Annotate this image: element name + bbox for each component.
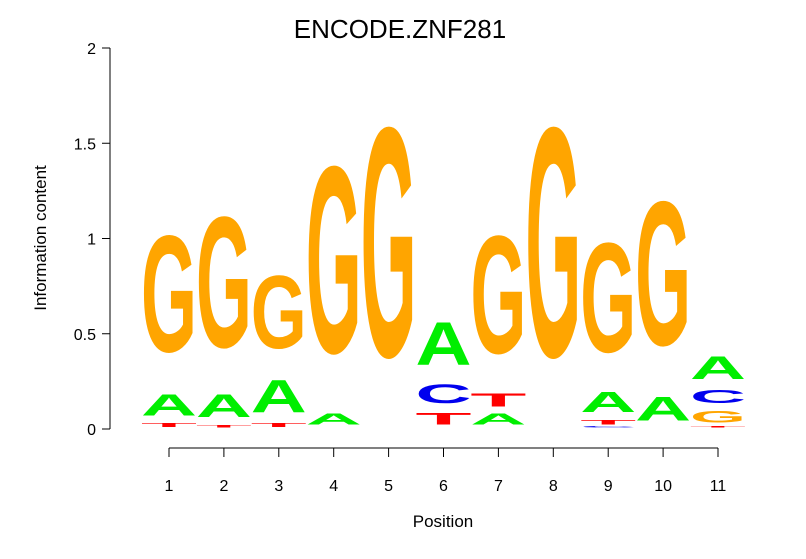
x-tick-label: 6 [439,478,448,495]
logo-letter-a: A [470,411,526,428]
logo-letter-t: T [470,390,526,411]
logo-letter-g: G [361,60,417,426]
logo-letter-a: A [141,389,197,423]
chart-title: ENCODE.ZNF281 [294,14,506,44]
logo-letter-a: A [416,310,472,378]
x-ticks: 1 2 3 4 5 6 7 8 9 10 11 [165,448,727,495]
logo-letter-t: T [251,422,307,428]
x-tick-label: 3 [274,478,283,495]
logo-letter-g: G [470,202,526,389]
logo-letter-g: G [251,254,307,370]
logo-letter-g: G [525,60,581,426]
logo-letter-c: C [690,386,746,407]
x-tick-label: 2 [219,478,228,495]
y-tick-label: 1 [87,232,96,249]
x-axis-label: Position [413,512,473,531]
logo-letter-c: C [580,426,636,428]
logo-letter-t: T [416,409,472,428]
y-tick-label: 0.5 [74,327,96,344]
logo-letter-t: T [196,424,252,428]
logo-letter-g: G [196,179,252,388]
y-ticks: 0 0.5 1 1.5 2 [74,41,110,439]
x-tick-label: 4 [329,478,338,495]
x-tick-label: 11 [710,478,727,495]
logo-letter-c: C [416,379,472,409]
logo-letter-t: T [141,422,197,428]
logo-letter-a: A [635,390,691,428]
y-axis-label: Information content [31,165,50,311]
x-tick-label: 8 [549,478,558,495]
x-tick-label: 7 [494,478,503,495]
x-axis: 1 2 3 4 5 6 7 8 9 10 11 [165,447,727,495]
x-tick-label: 1 [165,478,174,495]
logo-letter-a: A [690,350,746,386]
logo-letter-a: A [251,370,307,422]
y-tick-label: 1.5 [74,136,96,153]
logo-letter-a: A [580,386,636,418]
logo-letter-a: A [306,411,362,428]
logo-letter-t: T [690,426,746,428]
logo-letter-g: G [141,202,197,388]
logo-letter-g: G [580,210,636,385]
x-tick-label: 5 [384,478,393,495]
y-tick-label: 0 [87,422,96,439]
logo-letter-g: G [690,407,746,426]
x-tick-label: 10 [654,478,672,495]
x-tick-label: 9 [604,478,613,495]
logo-letter-g: G [306,112,362,410]
logo-letter-t: T [580,418,636,426]
logo-letter-a: A [196,388,252,424]
logo-letter-g: G [635,158,691,389]
y-tick-label: 2 [87,41,96,58]
y-axis: 0 0.5 1 1.5 2 [74,41,111,439]
